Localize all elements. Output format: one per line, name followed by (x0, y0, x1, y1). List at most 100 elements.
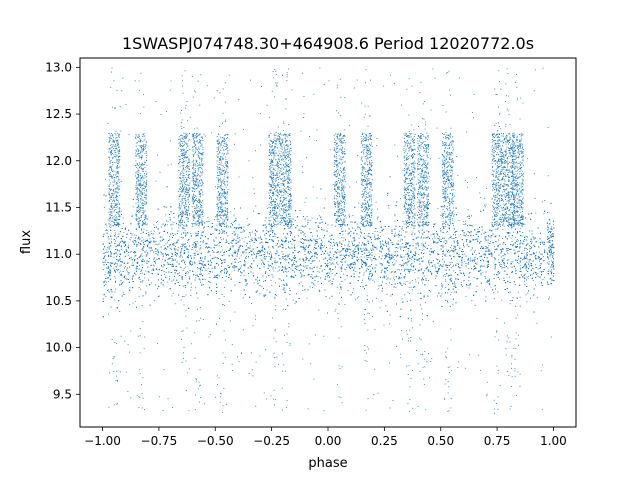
data-point (310, 267, 311, 269)
data-point (238, 241, 240, 243)
data-point (364, 244, 366, 245)
data-point (471, 268, 472, 270)
data-point (171, 260, 173, 262)
data-point (462, 285, 463, 287)
data-point (160, 226, 162, 228)
data-point (414, 225, 416, 227)
data-point (194, 254, 196, 256)
data-point (399, 240, 401, 242)
data-point (548, 269, 550, 271)
data-point (167, 259, 169, 260)
data-point (156, 222, 157, 223)
data-point (525, 248, 527, 250)
data-point (527, 236, 528, 238)
data-point (389, 262, 391, 264)
data-point (388, 205, 390, 206)
data-point (243, 241, 245, 243)
data-point (485, 277, 486, 279)
data-point (263, 266, 265, 268)
data-point (457, 255, 459, 257)
data-point (320, 219, 322, 220)
data-point (485, 231, 487, 233)
data-point (190, 283, 192, 285)
data-point (324, 245, 326, 247)
data-point (542, 253, 543, 255)
data-point (224, 270, 226, 272)
data-point (283, 289, 285, 291)
data-point (483, 265, 485, 267)
data-point (276, 252, 278, 254)
data-point (196, 251, 198, 253)
data-point (347, 243, 349, 245)
data-point (548, 284, 550, 285)
data-point (358, 242, 360, 244)
data-point (401, 260, 403, 261)
data-point (486, 261, 488, 262)
data-point (286, 256, 288, 258)
data-point (116, 237, 117, 239)
data-point (194, 254, 196, 256)
data-point (190, 286, 192, 288)
data-point (182, 246, 183, 248)
data-point (239, 257, 241, 259)
data-point (216, 213, 218, 215)
data-point (274, 235, 276, 237)
data-point (392, 262, 393, 263)
data-point (358, 250, 359, 252)
data-point (331, 258, 333, 259)
data-point (200, 234, 202, 236)
data-point (311, 274, 313, 276)
data-point (495, 235, 497, 237)
data-point (408, 260, 409, 262)
data-point (215, 244, 217, 246)
data-point (440, 239, 442, 240)
data-point (238, 224, 240, 226)
data-point (515, 236, 517, 238)
data-point (262, 247, 264, 249)
data-point (304, 266, 306, 268)
data-point (153, 224, 155, 226)
data-point (133, 234, 135, 236)
data-point (394, 220, 396, 222)
data-point (146, 223, 148, 225)
data-point (117, 264, 119, 266)
data-point (344, 279, 346, 281)
data-point (381, 269, 383, 271)
data-point (496, 215, 498, 216)
data-point (291, 265, 293, 267)
data-point (526, 249, 528, 250)
data-point (465, 255, 467, 257)
data-point (198, 260, 200, 262)
data-point (455, 245, 457, 247)
data-point (232, 245, 234, 246)
data-point (458, 242, 459, 244)
data-point (340, 270, 342, 272)
data-point (433, 260, 434, 261)
data-point (131, 214, 133, 216)
data-point (379, 232, 381, 233)
data-point (103, 256, 105, 257)
data-point (502, 217, 503, 218)
data-point (521, 235, 523, 237)
data-point (320, 216, 322, 218)
data-point (499, 224, 500, 225)
data-point (201, 263, 203, 265)
data-point (254, 233, 256, 234)
data-point (166, 248, 168, 250)
data-point (190, 289, 192, 291)
data-point (280, 263, 281, 265)
data-point (391, 271, 393, 273)
data-point (122, 217, 124, 219)
data-point (245, 245, 247, 247)
data-point (216, 244, 218, 246)
data-point (228, 301, 230, 302)
data-point (252, 257, 254, 259)
data-point (191, 247, 193, 248)
data-point (394, 263, 396, 265)
data-point (380, 262, 382, 264)
data-point (523, 258, 525, 260)
data-point (111, 252, 113, 254)
data-point (230, 223, 232, 224)
data-point (246, 218, 248, 220)
data-point (385, 255, 387, 257)
